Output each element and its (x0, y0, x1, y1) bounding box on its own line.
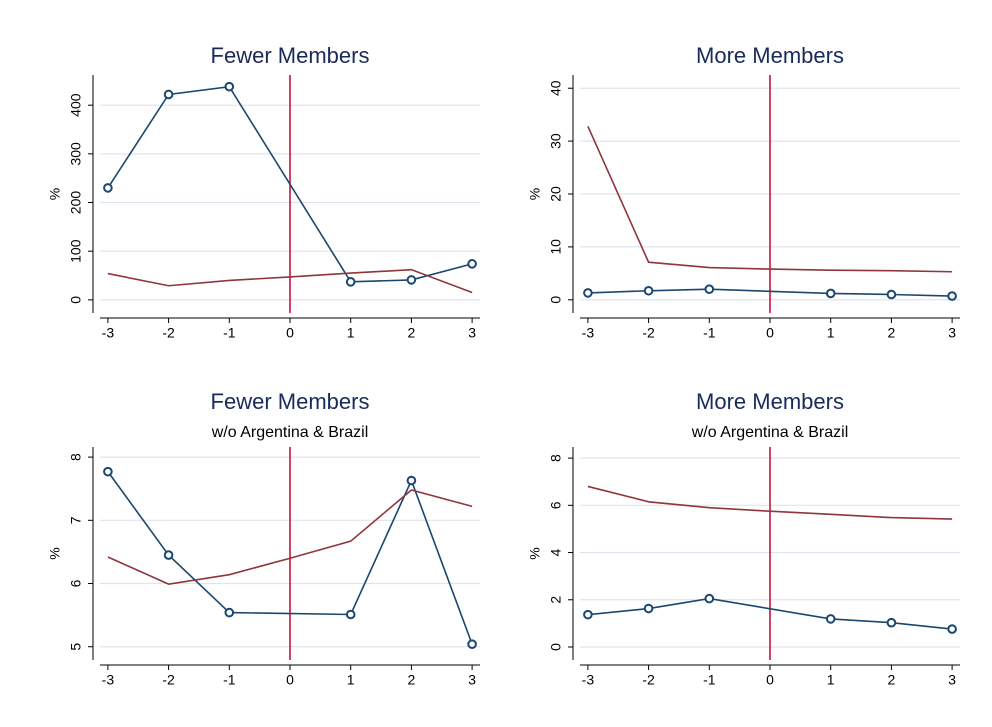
y-axis-label: % (527, 188, 543, 200)
marker (886, 289, 897, 300)
marker (163, 89, 174, 100)
y-tick-label: 6 (68, 579, 84, 587)
marker (103, 183, 113, 193)
y-tick-label: 0 (68, 296, 84, 304)
marker (886, 617, 897, 628)
y-tick-label: 40 (548, 80, 564, 96)
y-tick-label: 2 (548, 596, 564, 604)
panel-title: More Members (696, 43, 844, 68)
series-line (107, 85, 473, 283)
panel-title: More Members (696, 389, 844, 414)
panel-subtitle: w/o Argentina & Brazil (211, 424, 369, 441)
marker (467, 259, 477, 269)
x-tick-label: -2 (642, 672, 655, 688)
y-tick-label: 20 (548, 186, 564, 202)
x-tick-label: -2 (162, 672, 175, 688)
y-tick-label: 5 (68, 643, 84, 651)
marker (583, 609, 593, 620)
x-tick-label: 0 (286, 325, 294, 341)
marker (825, 614, 836, 624)
y-tick-label: 200 (68, 191, 84, 215)
series-line (107, 471, 473, 645)
y-tick-label: 10 (548, 239, 564, 255)
x-tick-label: 1 (827, 325, 835, 341)
x-tick-label: 0 (286, 672, 294, 688)
x-tick-label: 2 (888, 325, 896, 341)
y-tick-label: 400 (68, 93, 84, 117)
marker (224, 81, 235, 92)
y-axis-label: % (47, 188, 63, 200)
y-axis-label: % (47, 547, 63, 559)
x-tick-label: -2 (162, 325, 175, 341)
marker (467, 639, 477, 649)
x-tick-label: -1 (703, 672, 716, 688)
marker (583, 288, 593, 298)
series-line (587, 485, 953, 520)
x-tick-label: 1 (347, 672, 355, 688)
x-tick-label: 2 (408, 672, 416, 688)
series-line (587, 597, 953, 630)
marker (947, 624, 957, 634)
x-tick-label: 2 (408, 325, 416, 341)
series-line (587, 125, 953, 273)
y-tick-label: 7 (68, 516, 84, 524)
marker (643, 603, 654, 614)
x-tick-label: 3 (948, 672, 956, 688)
x-tick-label: -3 (102, 672, 115, 688)
marker (103, 466, 113, 477)
marker (345, 609, 356, 620)
x-tick-label: -1 (703, 325, 716, 341)
y-tick-label: 8 (68, 453, 84, 461)
x-tick-label: 2 (888, 672, 896, 688)
x-tick-label: -1 (223, 325, 236, 341)
y-tick-label: 4 (548, 548, 564, 556)
x-tick-label: -1 (223, 672, 236, 688)
panel-title: Fewer Members (211, 43, 370, 68)
x-tick-label: 0 (766, 672, 774, 688)
y-tick-label: 0 (548, 296, 564, 304)
x-tick-label: 1 (827, 672, 835, 688)
marker (224, 607, 235, 618)
marker (345, 277, 356, 287)
x-tick-label: 0 (766, 325, 774, 341)
marker (406, 475, 417, 486)
x-tick-label: 1 (347, 325, 355, 341)
marker (825, 288, 836, 299)
y-tick-label: 30 (548, 133, 564, 149)
x-tick-label: -3 (102, 325, 115, 341)
marker (704, 284, 715, 295)
marker (704, 593, 715, 604)
series-line (587, 288, 953, 297)
y-tick-label: 300 (68, 142, 84, 166)
x-tick-label: -3 (582, 672, 595, 688)
y-tick-label: 6 (548, 501, 564, 509)
marker (947, 291, 957, 301)
marker (163, 550, 174, 560)
x-tick-label: 3 (468, 325, 476, 341)
y-tick-label: 0 (548, 643, 564, 651)
x-tick-label: 3 (948, 325, 956, 341)
panel: Fewer Members w/o Argentina & Brazil 5 6 7 8 -… (47, 389, 480, 688)
panel-subtitle: w/o Argentina & Brazil (691, 424, 849, 441)
x-tick-label: 3 (468, 672, 476, 688)
series-line (107, 268, 473, 294)
y-axis-label: % (527, 547, 543, 559)
panel: More Members 0 10 20 30 40 -3 -2 -1 0 1 2 3% (527, 43, 960, 341)
marker (406, 275, 417, 285)
y-tick-label: 8 (548, 454, 564, 462)
panel: Fewer Members 0 100 200 300 400 -3 -2 -1 0 1 2 3% (47, 43, 480, 341)
x-tick-label: -3 (582, 325, 595, 341)
marker (643, 285, 654, 296)
series-line (107, 489, 473, 585)
y-tick-label: 100 (68, 239, 84, 263)
panel: More Members w/o Argentina & Brazil 0 2 4 6 8 -… (527, 389, 960, 688)
panel-title: Fewer Members (211, 389, 370, 414)
x-tick-label: -2 (642, 325, 655, 341)
